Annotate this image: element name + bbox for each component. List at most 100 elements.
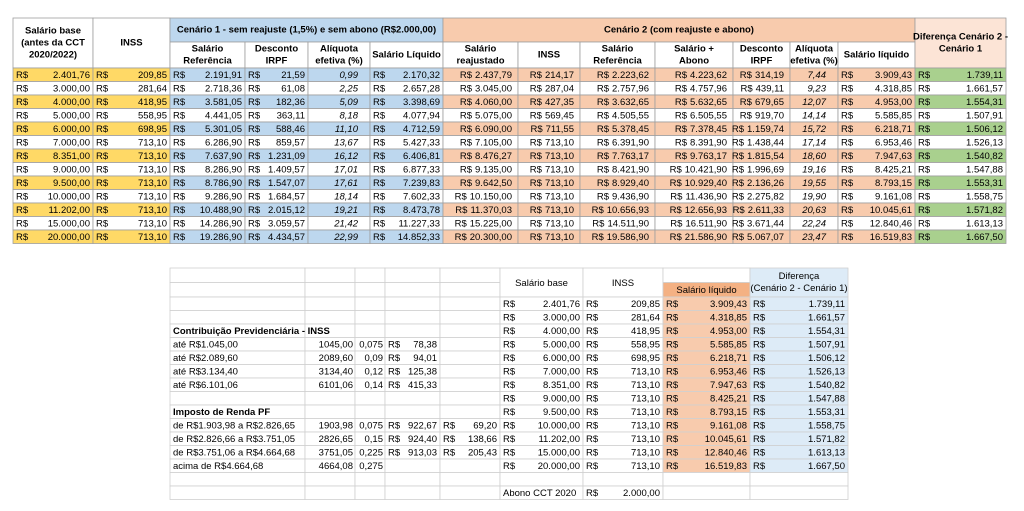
currency: R$ (841, 178, 854, 189)
rate: 5,09 (340, 97, 359, 108)
value: 5.000,00 (53, 110, 90, 121)
value: 11.436,90 (685, 191, 727, 202)
currency: R$ (732, 178, 745, 189)
value: 1.159,74 (747, 124, 784, 135)
currency: R$ (597, 124, 610, 135)
rate: 18,14 (334, 191, 358, 202)
value: 6.000,00 (543, 353, 580, 364)
value: 4.318,85 (710, 312, 747, 323)
cell (914, 17, 1007, 69)
currency: R$ (460, 70, 473, 81)
value: 713,10 (138, 191, 167, 202)
value: 1.540,82 (966, 151, 1003, 162)
value: 9.500,00 (543, 407, 580, 418)
currency: R$ (16, 97, 29, 108)
value: 8.351,00 (543, 380, 580, 391)
currency: R$ (503, 434, 516, 445)
rate: 9,23 (808, 83, 827, 94)
currency: R$ (918, 124, 931, 135)
currency: R$ (503, 353, 516, 364)
currency: R$ (732, 232, 745, 243)
cell (439, 472, 501, 487)
currency: R$ (96, 110, 109, 121)
currency: R$ (675, 137, 688, 148)
bracket-rate: 0,09 (365, 353, 384, 364)
value: 2.401,76 (543, 299, 580, 310)
cell (304, 404, 356, 419)
value: 21,59 (281, 70, 305, 81)
value: 9.436,90 (612, 191, 649, 202)
rate: 17,61 (334, 178, 358, 189)
value: 8.351,00 (53, 151, 90, 162)
currency: R$ (16, 83, 29, 94)
value: 12.840,46 (705, 447, 747, 458)
value: 10.045,61 (870, 205, 912, 216)
value: 314,19 (755, 70, 784, 81)
currency: R$ (841, 205, 854, 216)
currency: R$ (173, 191, 186, 202)
cell (169, 485, 306, 500)
currency: R$ (503, 447, 516, 458)
header-text: IRPF (751, 56, 773, 67)
cell (582, 472, 664, 487)
value: 8.425,21 (710, 393, 747, 404)
value: 713,10 (545, 205, 574, 216)
value: 415,33 (408, 380, 437, 391)
header-text: Referência (183, 56, 232, 67)
value: 94,01 (413, 353, 437, 364)
bracket-limit: 2826,65 (319, 434, 353, 445)
currency: R$ (373, 178, 386, 189)
currency: R$ (530, 205, 543, 216)
value: 6.218,71 (710, 353, 747, 364)
currency: R$ (388, 380, 401, 391)
value: 1.667,50 (808, 461, 845, 472)
currency: R$ (530, 70, 543, 81)
value: 6.505,55 (690, 110, 727, 121)
header-text: (Cenário 2 - Cenário 1) (750, 283, 847, 294)
value: 6.877,33 (403, 164, 440, 175)
currency: R$ (373, 83, 386, 94)
value: 1.547,88 (808, 393, 845, 404)
value: 7.947,63 (710, 380, 747, 391)
cell (662, 472, 751, 487)
value: 2.437,79 (475, 70, 512, 81)
currency: R$ (248, 83, 261, 94)
value: 9.161,08 (710, 420, 747, 431)
rate: 17,01 (334, 164, 358, 175)
value: 363,11 (277, 110, 305, 121)
currency: R$ (666, 366, 679, 377)
value: 7.637,90 (205, 151, 242, 162)
value: 1.558,75 (966, 191, 1003, 202)
value: 16.511,90 (685, 218, 727, 229)
value: 9.161,08 (875, 191, 912, 202)
value: 7.000,00 (543, 366, 580, 377)
bracket-label: de R$2.826,66 a R$3.751,05 (173, 434, 295, 445)
value: 711,55 (546, 124, 574, 135)
currency: R$ (96, 205, 109, 216)
currency: R$ (597, 97, 610, 108)
currency: R$ (373, 110, 386, 121)
rate: 22,99 (333, 232, 358, 243)
currency: R$ (503, 407, 516, 418)
section-title: Imposto de Renda PF (173, 407, 270, 418)
header-text: INSS (538, 50, 560, 61)
value: 1.996,69 (747, 164, 784, 175)
value: 3.909,43 (710, 299, 747, 310)
currency: R$ (388, 339, 401, 350)
value: 11.202,00 (48, 205, 90, 216)
cell (354, 485, 386, 500)
bracket-rate: 0,14 (365, 380, 384, 391)
currency: R$ (918, 218, 931, 229)
value: 8.793,15 (710, 407, 747, 418)
header-text: Salário Líquido (372, 50, 441, 61)
currency: R$ (443, 434, 456, 445)
currency: R$ (586, 420, 599, 431)
rate: 12,07 (802, 97, 826, 108)
currency: R$ (666, 380, 679, 391)
value: 859,57 (276, 137, 305, 148)
cell (354, 296, 386, 311)
currency: R$ (675, 124, 688, 135)
value: 6.218,71 (875, 124, 912, 135)
currency: R$ (592, 205, 605, 216)
value: 4.712,59 (403, 124, 440, 135)
